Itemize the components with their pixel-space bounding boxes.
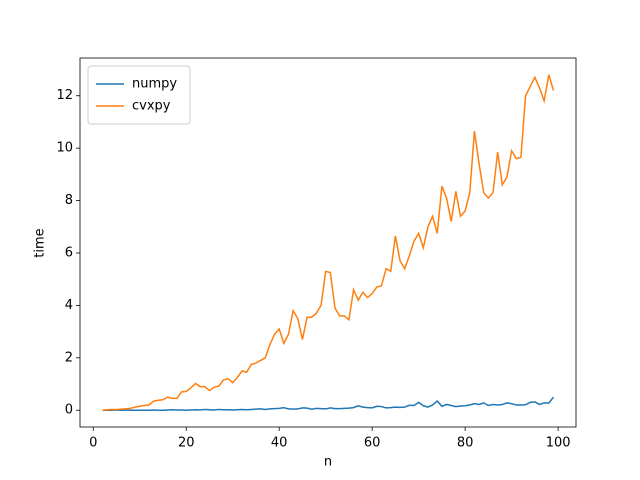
x-tick-label: 0 <box>89 436 97 451</box>
y-tick-label: 6 <box>65 245 73 260</box>
series-line <box>102 396 555 411</box>
legend-label: cvxpy <box>132 99 171 114</box>
x-tick-label: 60 <box>364 436 381 451</box>
y-tick-label: 2 <box>65 350 73 365</box>
x-tick-label: 100 <box>546 436 571 451</box>
x-tick-label: 80 <box>457 436 474 451</box>
y-tick-label: 8 <box>65 193 73 208</box>
x-tick-label: 40 <box>271 436 288 451</box>
legend-label: numpy <box>132 77 177 92</box>
x-tick-label: 20 <box>178 436 195 451</box>
legend-box <box>87 65 191 125</box>
y-tick-label: 0 <box>65 403 73 418</box>
y-tick-label: 12 <box>56 88 73 103</box>
y-tick-label: 10 <box>56 141 73 156</box>
series-line <box>102 74 555 411</box>
y-tick-label: 4 <box>65 298 73 313</box>
axes-frame <box>79 57 577 428</box>
x-axis-label: n <box>324 455 332 470</box>
y-axis-label: time <box>33 228 48 257</box>
